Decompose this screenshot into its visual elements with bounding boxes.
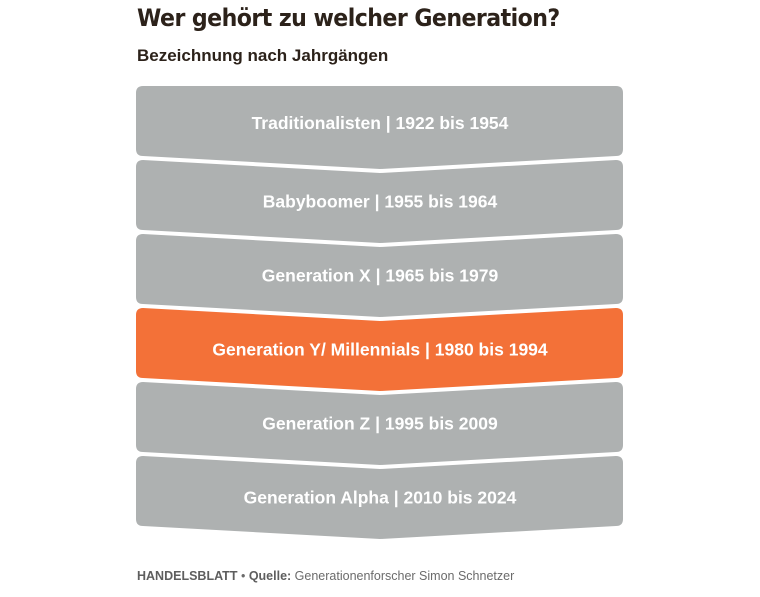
generation-band-generation-z: Generation Z | 1995 bis 2009 (136, 382, 623, 465)
band-shape (136, 382, 623, 465)
band-shape (136, 456, 623, 539)
chart-title: Wer gehört zu welcher Generation? (137, 4, 560, 32)
generation-label: Babyboomer | 1955 bis 1964 (263, 192, 498, 212)
publisher-name: HANDELSBLATT (137, 569, 238, 583)
band-shape (136, 160, 623, 243)
band-shape (136, 234, 623, 317)
generation-label: Generation Y/ Millennials | 1980 bis 199… (212, 340, 548, 360)
generation-band-generation-x: Generation X | 1965 bis 1979 (136, 234, 623, 317)
band-shape (136, 86, 623, 169)
chart-subtitle: Bezeichnung nach Jahrgängen (137, 46, 389, 65)
generation-label: Generation X | 1965 bis 1979 (262, 266, 499, 286)
highlighted-band-shape (136, 308, 623, 391)
generation-label: Traditionalisten | 1922 bis 1954 (252, 113, 509, 133)
generation-label: Generation Alpha | 2010 bis 2024 (244, 488, 517, 508)
generation-band-babyboomer: Babyboomer | 1955 bis 1964 (136, 160, 623, 243)
source-label: Quelle: (248, 569, 292, 583)
generation-band-generation-y-millennials: Generation Y/ Millennials | 1980 bis 199… (136, 308, 623, 391)
source-text: Generationenforscher Simon Schnetzer (294, 569, 515, 583)
footer-separator: • (240, 569, 246, 583)
generation-band-traditionalisten: Traditionalisten | 1922 bis 1954 (136, 86, 623, 169)
source-footer: HANDELSBLATT • Quelle: Generationenforsc… (137, 569, 514, 583)
generation-label: Generation Z | 1995 bis 2009 (262, 414, 498, 434)
generation-band-generation-alpha: Generation Alpha | 2010 bis 2024 (136, 456, 623, 539)
